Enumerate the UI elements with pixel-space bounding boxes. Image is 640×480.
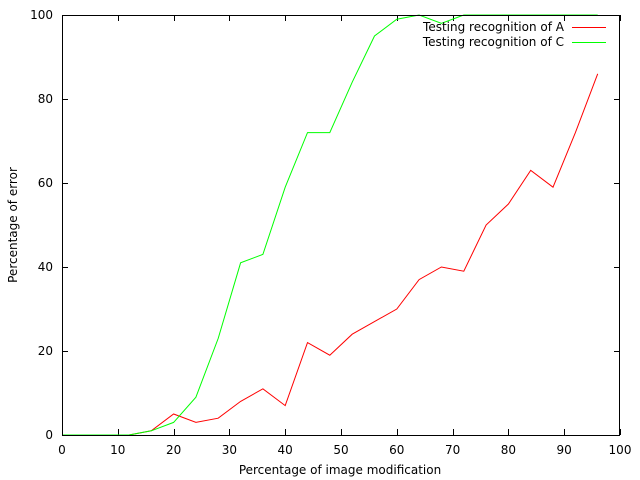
x-tick-label: 50 [333, 443, 348, 457]
legend-label-1: Testing recognition of A [422, 20, 565, 34]
y-tick-label: 80 [38, 92, 53, 106]
series-lines [62, 14, 599, 436]
x-axis-label: Percentage of image modification [239, 463, 441, 477]
x-tick-label: 20 [166, 443, 181, 457]
x-tick-label: 10 [110, 443, 125, 457]
x-tick-label: 40 [278, 443, 293, 457]
y-axis-label: Percentage of error [6, 167, 20, 283]
y-tick-label: 20 [38, 344, 53, 358]
series-line-2 [62, 14, 598, 436]
y-tick-label: 40 [38, 260, 53, 274]
plot-frame [62, 15, 620, 436]
series-line-1 [62, 73, 599, 436]
x-tick-label: 30 [222, 443, 237, 457]
axis-ticks [62, 15, 621, 436]
legend-label-2: Testing recognition of C [422, 35, 564, 49]
x-tick-label: 80 [501, 443, 516, 457]
y-tick-label: 0 [45, 428, 53, 442]
x-tick-label: 0 [58, 443, 66, 457]
y-tick-label: 60 [38, 176, 53, 190]
y-tick-label: 100 [30, 8, 53, 22]
x-tick-label: 100 [609, 443, 632, 457]
x-tick-label: 90 [557, 443, 572, 457]
x-tick-label: 60 [389, 443, 404, 457]
axis-tick-labels: 0 10 20 30 40 50 60 70 80 90 100 0 20 40 60 80 100 [30, 8, 631, 457]
x-tick-label: 70 [445, 443, 460, 457]
